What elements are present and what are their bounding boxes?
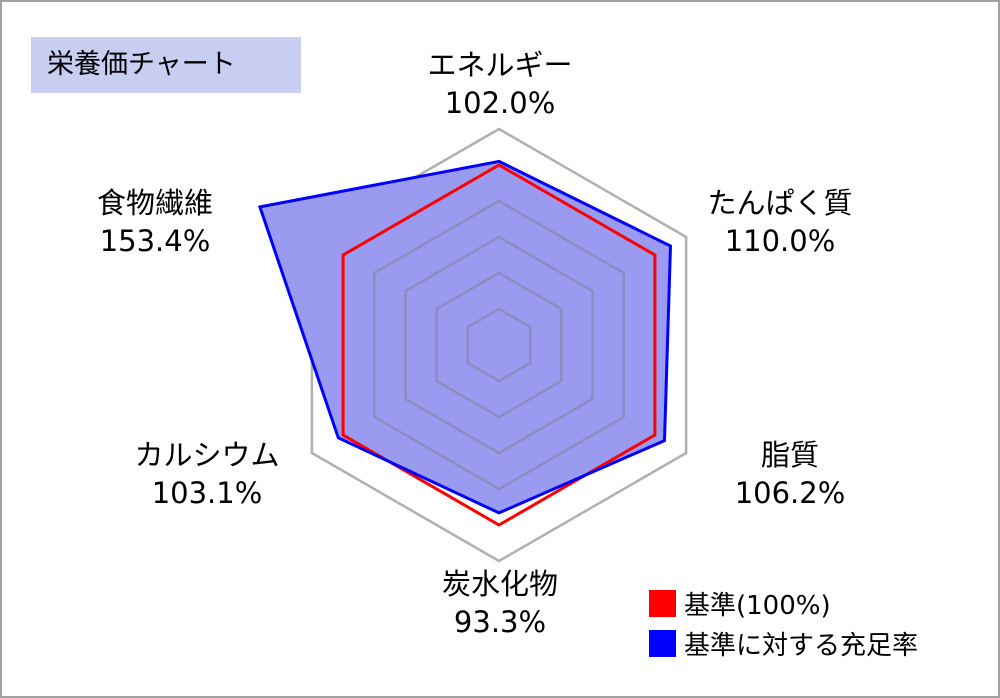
value-label-1: 110.0% [725, 224, 836, 258]
axis-label-1: たんぱく質 [707, 186, 852, 220]
legend-item-sufficiency-label: 基準に対する充足率 [684, 631, 918, 661]
series-line-baseline [341, 163, 657, 527]
grid-ring-40 [435, 271, 563, 419]
legend-item-sufficiency-swatch [649, 630, 676, 657]
grid-ring-60 [404, 235, 594, 455]
value-label-2: 106.2% [735, 476, 846, 510]
axis-label-2: 脂質 [761, 438, 819, 472]
grid-ring-80 [373, 199, 625, 491]
series-fill-sufficiency [259, 161, 671, 513]
axis-label-5: 食物繊維 [97, 186, 213, 220]
chart-title: 栄養価チャート [31, 37, 301, 93]
grid-ring-20 [466, 307, 532, 383]
value-label-4: 103.1% [152, 476, 263, 510]
value-label-0: 102.0% [445, 86, 556, 120]
axis-label-0: エネルギー [427, 48, 572, 82]
axis-label-4: カルシウム [134, 438, 279, 472]
legend-item-baseline-label: 基準(100%) [684, 591, 831, 621]
axis-label-3: 炭水化物 [442, 567, 558, 601]
series-line-sufficiency [257, 159, 673, 515]
legend-item-baseline-swatch [649, 590, 676, 617]
value-label-3: 93.3% [454, 605, 546, 639]
value-label-5: 153.4% [100, 224, 211, 258]
